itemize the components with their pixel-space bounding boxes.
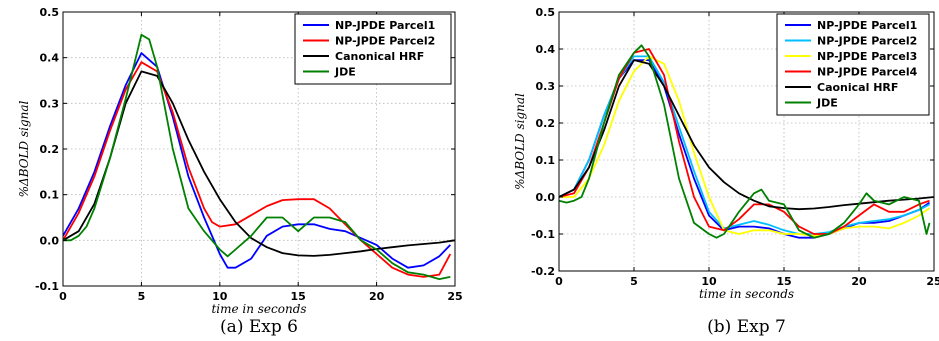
series-line-3: [63, 70, 455, 257]
legend-label: JDE: [816, 97, 838, 110]
y-tick-label: 0.5: [536, 6, 556, 19]
figure-caption: (a) Exp 6: [220, 317, 298, 337]
x-tick-label: 10: [701, 275, 717, 288]
series-line-5: [559, 59, 934, 211]
chart-exp6: 0 5 10 15 20 25 -0.1 0.0 0.1 0.2 0.3 0.4 0.5 time in …: [17, 6, 463, 337]
x-tick-label: 5: [138, 290, 146, 303]
y-tick-label: 0.1: [536, 154, 556, 167]
y-tick-label: -0.1: [531, 228, 555, 241]
legend-label: Caonical HRF: [817, 81, 898, 94]
legend-label: NP-JPDE Parcel3: [817, 50, 917, 63]
y-tick-label: 0.4: [40, 52, 60, 65]
y-axis-label: %ΔBOLD signal: [513, 93, 527, 190]
y-tick-label: 0.0: [40, 234, 60, 247]
y-tick-label: 0.3: [536, 80, 556, 93]
legend: NP-JPDE Parcel1 NP-JPDE Parcel2 Canonical …: [294, 13, 452, 85]
y-tick-label: 0.2: [40, 143, 60, 156]
x-tick-label: 15: [291, 290, 306, 303]
x-tick-label: 0: [555, 275, 563, 288]
series-lines: [559, 44, 934, 239]
chart-panel-exp7: 0 5 10 15 20 25 -0.2 -0.1 0.0 0.1 0.2 0.3 0.4 0.5 time…: [471, 0, 939, 341]
chart-panel-exp6: 0 5 10 15 20 25 -0.1 0.0 0.1 0.2 0.3 0.4 0.5 time in …: [0, 0, 468, 341]
series-line-1: [63, 52, 451, 269]
x-axis-label: time in seconds: [211, 302, 306, 316]
series-line-4: [559, 48, 930, 235]
legend-label: JDE: [334, 66, 356, 79]
x-tick-label: 10: [212, 290, 228, 303]
series-line-2: [63, 61, 452, 278]
series-line-3: [559, 55, 931, 237]
y-tick-label: 0.0: [536, 191, 556, 204]
y-tick-label: 0.5: [40, 6, 60, 19]
legend-label: NP-JPDE Parcel1: [335, 19, 435, 32]
x-tick-label: 20: [851, 275, 867, 288]
legend-label: NP-JPDE Parcel4: [817, 66, 918, 79]
x-tick-label: 15: [776, 275, 791, 288]
series-line-6: [559, 44, 931, 239]
legend-label: Canonical HRF: [335, 50, 424, 63]
plot-frame: [558, 11, 935, 272]
x-tick-label: 20: [369, 290, 385, 303]
y-tick-label: 0.1: [40, 189, 60, 202]
y-tick-label: 0.3: [40, 97, 60, 110]
x-tick-label: 5: [630, 275, 638, 288]
figure-caption: (b) Exp 7: [707, 317, 786, 337]
y-tick-label: -0.1: [35, 280, 59, 293]
y-tick-label: 0.2: [536, 117, 556, 130]
legend-label: NP-JPDE Parcel1: [817, 19, 917, 32]
x-axis-label: time in seconds: [699, 287, 794, 301]
legend-label: NP-JPDE Parcel2: [817, 35, 917, 48]
y-tick-label: -0.2: [531, 265, 555, 278]
series-line-4: [63, 33, 451, 281]
y-tick-label: 0.4: [536, 43, 556, 56]
series-lines: [63, 33, 455, 281]
legend-box: [776, 13, 930, 116]
grid: [63, 12, 455, 286]
y-axis-label: %ΔBOLD signal: [17, 100, 31, 197]
x-tick-label: 0: [59, 290, 67, 303]
legend: NP-JPDE Parcel1 NP-JPDE Parcel2 NP-JPDE Pa…: [776, 13, 930, 116]
x-tick-label: 25: [926, 275, 939, 288]
chart-exp7: 0 5 10 15 20 25 -0.2 -0.1 0.0 0.1 0.2 0.3 0.4 0.5 time…: [513, 6, 939, 337]
x-tick-label: 25: [447, 290, 462, 303]
legend-label: NP-JPDE Parcel2: [335, 35, 435, 48]
